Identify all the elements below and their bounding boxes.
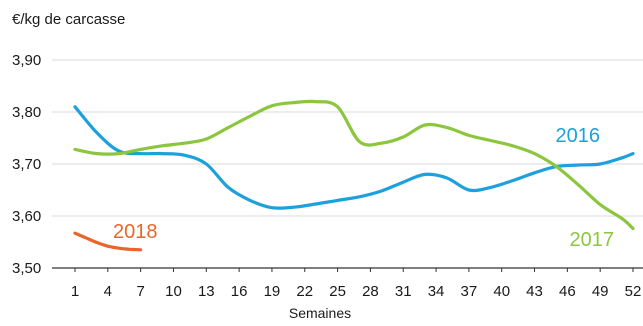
y-tick-label: 3,50 bbox=[12, 260, 41, 277]
x-tick-label: 22 bbox=[296, 283, 313, 300]
x-tick-label: 46 bbox=[559, 283, 576, 300]
y-axis-title: €/kg de carcasse bbox=[12, 11, 125, 28]
x-tick-label: 1 bbox=[71, 283, 79, 300]
series-line-2018 bbox=[73, 231, 143, 252]
series-line-2017 bbox=[73, 99, 635, 231]
x-tick-label: 28 bbox=[362, 283, 379, 300]
x-tick-label: 16 bbox=[231, 283, 248, 300]
x-tick-label: 34 bbox=[428, 283, 445, 300]
y-tick-label: 3,90 bbox=[12, 52, 41, 69]
x-tick-label: 40 bbox=[493, 283, 510, 300]
x-tick-label: 31 bbox=[395, 283, 412, 300]
y-tick-label: 3,80 bbox=[12, 104, 41, 121]
y-tick-label: 3,70 bbox=[12, 156, 41, 173]
x-tick-label: 43 bbox=[526, 283, 543, 300]
x-tick-label: 4 bbox=[104, 283, 112, 300]
x-tick-label: 7 bbox=[136, 283, 144, 300]
series-line-2016 bbox=[73, 105, 635, 210]
x-tick-label: 13 bbox=[198, 283, 215, 300]
x-tick-label: 52 bbox=[625, 283, 642, 300]
x-tick-label: 10 bbox=[165, 283, 182, 300]
x-tick-label: 37 bbox=[461, 283, 478, 300]
x-tick-label: 49 bbox=[592, 283, 609, 300]
series-label-2016: 2016 bbox=[556, 125, 601, 147]
series-label-2018: 2018 bbox=[113, 221, 158, 243]
series-label-2017: 2017 bbox=[570, 229, 615, 251]
x-tick-label: 19 bbox=[264, 283, 281, 300]
x-tick-label: 25 bbox=[329, 283, 346, 300]
y-tick-label: 3,60 bbox=[12, 208, 41, 225]
x-axis-title: Semaines bbox=[289, 305, 351, 321]
